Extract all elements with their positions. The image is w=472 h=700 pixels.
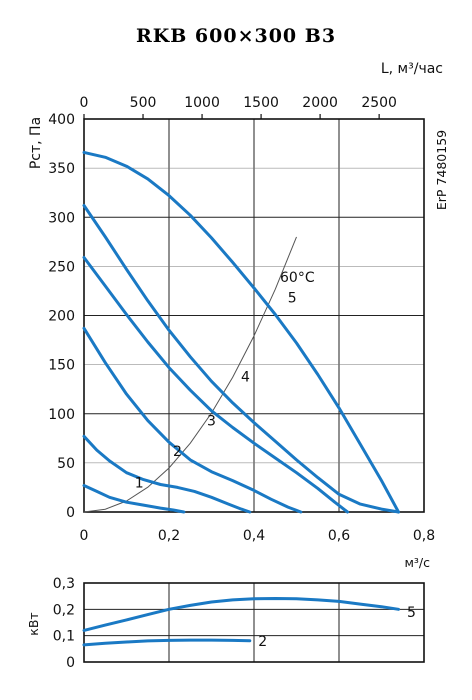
curve-label: 4: [241, 369, 250, 385]
top-tick-label: 500: [130, 95, 157, 111]
power-curve-label: 2: [258, 634, 267, 650]
power-plot-frame: [83, 582, 425, 663]
y-tick-label: 0: [66, 505, 75, 521]
power-y-tick-label: 0,1: [53, 629, 75, 645]
y-tick-label: 50: [57, 456, 75, 472]
top-tick-label: 2500: [361, 95, 397, 111]
top-axis-label: L, м³/час: [381, 61, 443, 77]
side-label-erp: ErP 7480159: [434, 130, 449, 210]
pressure-plot: 0 50 100 150 200 250 300 350 400 0 0,2 0,4 0,6 0,8 0 50…: [48, 95, 435, 544]
top-tick-label: 0: [80, 95, 89, 111]
temperature-label: 60°C: [280, 270, 315, 286]
fan-curve-6: [82, 150, 400, 514]
y-tick-label: 100: [48, 407, 75, 423]
power-curve-5: [82, 597, 400, 632]
top-tick-label: 2000: [302, 95, 338, 111]
top-tick-label: 1500: [243, 95, 279, 111]
y-tick-label: 350: [48, 161, 75, 177]
x-tick-label: 0,2: [158, 528, 180, 544]
power-curve-label: 5: [407, 605, 416, 621]
fan-curve-5: [82, 204, 400, 514]
system-resistance-curve: [83, 236, 297, 513]
y-tick-label: 250: [48, 259, 75, 275]
x-tick-label: 0,8: [413, 528, 435, 544]
x-axis-label: м³/с: [404, 555, 430, 570]
y-tick-label: 150: [48, 358, 75, 374]
chart-title: RKB 600×300 B3: [136, 25, 336, 47]
power-plot: 0 0,1 0,2 0,3 5 2: [53, 576, 425, 671]
curve-label: 1: [135, 475, 144, 491]
x-tick-label: 0: [80, 528, 89, 544]
fan-curve-2: [82, 434, 252, 514]
y-tick-label: 400: [48, 112, 75, 128]
y-tick-label: 300: [48, 210, 75, 226]
curve-label: 3: [207, 414, 216, 430]
y-axis-label: Рст, Па: [28, 117, 44, 169]
power-y-tick-label: 0,3: [53, 576, 75, 592]
x-tick-label: 0,6: [328, 528, 350, 544]
power-curve-2: [82, 638, 252, 647]
fan-curve-4: [82, 256, 349, 514]
curve-label: 5: [288, 291, 297, 307]
top-tick-label: 1000: [184, 95, 220, 111]
curve-label: 2: [173, 444, 182, 460]
x-tick-label: 0,4: [243, 528, 265, 544]
power-y-axis-label: кВт: [26, 612, 41, 635]
power-y-tick-label: 0,2: [53, 602, 75, 618]
plot-frame: [83, 118, 425, 513]
fan-curve-3: [82, 326, 303, 514]
y-tick-label: 200: [48, 309, 75, 325]
power-y-tick-label: 0: [66, 655, 75, 671]
fan-curve-1: [82, 484, 186, 514]
